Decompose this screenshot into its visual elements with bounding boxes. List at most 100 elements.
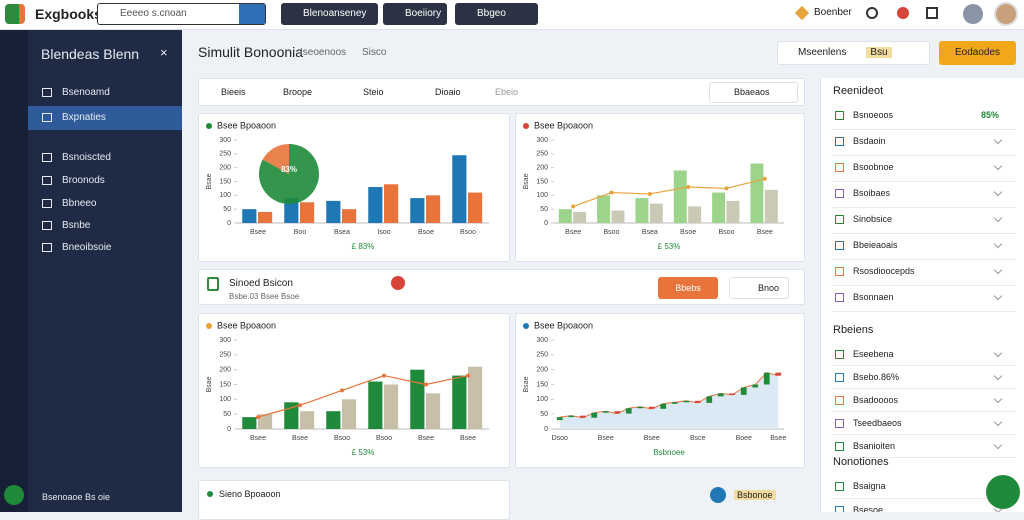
nav-tab[interactable]: Blenoanseney	[281, 3, 378, 25]
close-icon[interactable]: ×	[160, 45, 168, 60]
y-axis-label: Bsae	[523, 376, 530, 392]
candle	[740, 387, 747, 395]
bar	[468, 192, 483, 223]
x-tick-label: Bsoo	[334, 435, 350, 442]
user-label[interactable]: Boenber	[814, 7, 852, 18]
menu-item[interactable]: Bxpnaties	[28, 106, 182, 130]
chart-title: Bsee Bpoaoon	[217, 120, 276, 130]
bar	[750, 163, 764, 223]
divider	[831, 311, 1016, 312]
y-tick-label: 150	[219, 178, 231, 185]
menu-item[interactable]: Broonods	[28, 169, 182, 193]
nav-tab[interactable]: Boeiiory	[383, 3, 447, 25]
toolbar-tab[interactable]: Broope	[283, 87, 313, 97]
chevron[interactable]	[993, 440, 1003, 450]
bar	[597, 195, 611, 223]
item-label[interactable]: Bsebo.86%	[853, 372, 900, 382]
chevron[interactable]	[993, 394, 1003, 404]
y-axis-label: Bsae	[523, 173, 530, 189]
header-search[interactable]: Mseenlens Bsu	[777, 41, 930, 65]
x-tick-label: Boo	[294, 229, 307, 236]
item-label[interactable]: Bsanioiten	[853, 441, 896, 451]
sidebar-footer: Bsenoaoe Bs oie	[42, 492, 111, 502]
menu-label: Bsnoiscted	[62, 152, 111, 163]
item-icon	[835, 373, 844, 382]
item-label[interactable]: Sinobsice	[853, 214, 893, 224]
icon[interactable]	[866, 7, 878, 19]
x-tick-label: Bsee	[770, 435, 786, 442]
menu-item[interactable]: Bbneeo	[28, 192, 182, 216]
toolbar-tab[interactable]: Dioaio	[435, 87, 461, 97]
button[interactable]: Bbebs	[658, 277, 718, 299]
menu-item[interactable]: Bsenoamd	[28, 81, 182, 105]
bar	[242, 417, 257, 429]
item-label[interactable]: Bsoobnoe	[853, 162, 894, 172]
item-label[interactable]: Bsesoe	[853, 505, 884, 512]
item-label[interactable]: Rsosdioocepds	[853, 266, 915, 276]
toolbar-tab[interactable]: Steio	[363, 87, 384, 97]
bar	[452, 155, 467, 223]
item-label[interactable]: Tseedbaeos	[853, 418, 902, 428]
icon[interactable]	[926, 7, 938, 19]
nav-tab[interactable]: Bbgeo	[455, 3, 538, 25]
item-label[interactable]: Bsdaoin	[853, 136, 886, 146]
item-label[interactable]: Bbeieaoais	[853, 240, 898, 250]
y-tick-label: 300	[536, 137, 548, 144]
notification-icon[interactable]	[897, 7, 909, 19]
divider	[831, 181, 1016, 182]
menu-item[interactable]: Bneoibsoie	[28, 236, 182, 260]
item-label[interactable]: Bsonnaen	[853, 292, 894, 302]
chevron[interactable]	[993, 348, 1003, 358]
avatar[interactable]	[963, 4, 983, 24]
item-label[interactable]: Eseebena	[853, 349, 894, 359]
chevron[interactable]	[993, 265, 1003, 275]
candle	[683, 400, 690, 403]
line-point	[256, 415, 260, 420]
divider	[831, 498, 1016, 499]
chart-note: £ 53%	[352, 448, 375, 457]
item-label[interactable]: Bsadoooos	[853, 395, 899, 405]
x-tick-label: Bsea	[334, 229, 350, 236]
x-tick-label: Bsce	[690, 435, 706, 442]
search-button[interactable]	[239, 4, 265, 24]
chevron[interactable]	[993, 213, 1003, 223]
chevron[interactable]	[993, 239, 1003, 249]
y-tick-label: 50	[223, 206, 231, 213]
dropdown[interactable]: Bnoo	[729, 277, 789, 299]
dot	[523, 323, 529, 329]
x-tick-label: Bsee	[418, 435, 434, 442]
dot	[206, 323, 212, 329]
chevron[interactable]	[993, 291, 1003, 301]
chevron[interactable]	[993, 187, 1003, 197]
chat-button[interactable]	[986, 475, 1020, 509]
item-label[interactable]: Bsoibaes	[853, 188, 891, 198]
section-title: Reenideot	[833, 85, 884, 97]
avatar[interactable]	[994, 2, 1018, 26]
y-tick-label: 50	[540, 206, 548, 213]
item-label[interactable]: Bsnoeoos	[853, 110, 894, 120]
toolbar-tab[interactable]: Ebeio	[495, 87, 519, 97]
chevron[interactable]	[993, 417, 1003, 427]
primary-button[interactable]: Eodaodes	[939, 41, 1016, 65]
chevron[interactable]	[993, 135, 1003, 145]
item-label[interactable]: Bsaigna	[853, 481, 886, 491]
candle	[729, 393, 736, 395]
select[interactable]: Bsu	[866, 47, 892, 58]
divider	[831, 388, 1016, 389]
action-button[interactable]	[4, 485, 24, 505]
chevron[interactable]	[993, 371, 1003, 381]
toolbar-tab[interactable]: Bieeis	[221, 87, 246, 97]
line-point	[762, 176, 767, 181]
line-point	[340, 388, 344, 393]
bar	[726, 200, 740, 223]
midbar-subtitle: Bsbe.03 Bsee Bsoe	[229, 292, 300, 301]
y-tick-label: 0	[227, 220, 231, 227]
candle	[694, 400, 701, 403]
dot	[207, 491, 213, 497]
chart-title: Bsee Bpoaoon	[534, 120, 593, 130]
dropdown[interactable]: Bbaeaos	[709, 82, 798, 103]
menu-item[interactable]: Bsnbe	[28, 214, 182, 238]
search-box[interactable]: Eeeeo s.cnoan	[97, 3, 266, 25]
menu-item[interactable]: Bsnoiscted	[28, 146, 182, 170]
chevron[interactable]	[993, 161, 1003, 171]
